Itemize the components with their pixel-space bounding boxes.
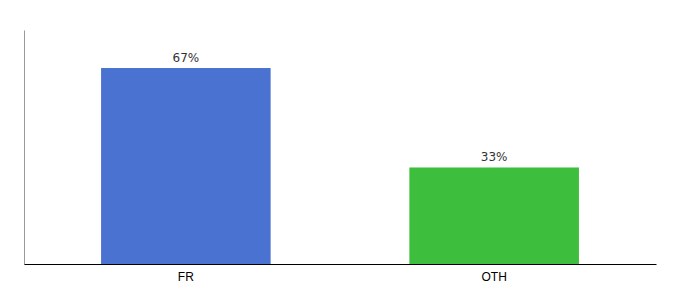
- x-tick-label: OTH: [481, 270, 506, 284]
- x-axis-line: [25, 264, 657, 265]
- x-axis: FR OTH: [25, 264, 657, 284]
- bar: [409, 167, 579, 264]
- bars: [101, 68, 579, 264]
- data-label: 33%: [481, 150, 508, 164]
- y-axis-line: [24, 31, 25, 265]
- x-tick: FR: [178, 264, 194, 284]
- x-tick-label: FR: [178, 270, 194, 284]
- plot: FR OTH 67% 33%: [25, 31, 657, 284]
- data-label: 67%: [173, 51, 200, 65]
- data-labels: 67% 33%: [173, 51, 508, 164]
- y-axis: [24, 31, 25, 265]
- x-tick: OTH: [481, 264, 506, 284]
- bar: [101, 68, 271, 264]
- chart-container: FR OTH 67% 33%: [0, 0, 680, 300]
- chart-svg: FR OTH 67% 33%: [0, 0, 680, 300]
